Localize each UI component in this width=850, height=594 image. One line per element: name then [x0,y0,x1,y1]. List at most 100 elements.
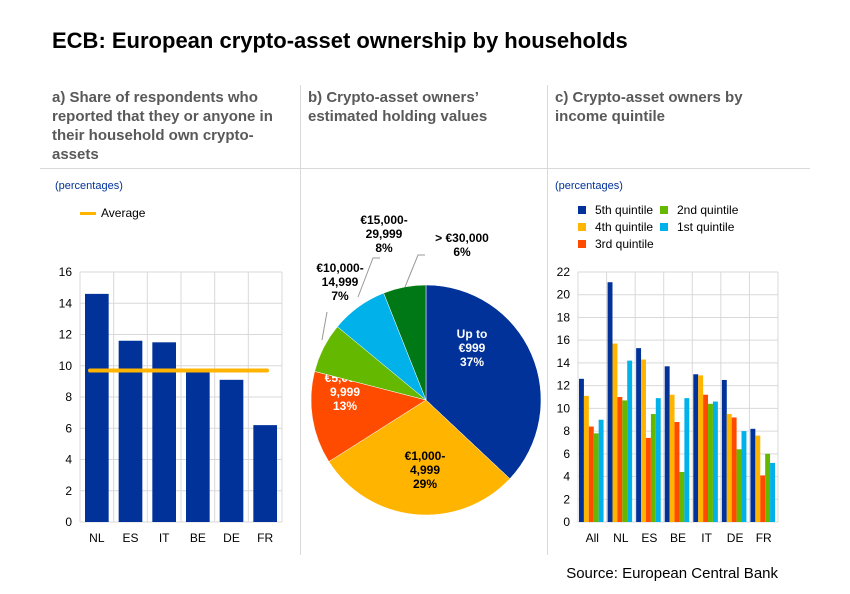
bar-NL-2 [617,397,623,522]
bar-ES [118,340,143,522]
bar-FR-2 [760,475,766,522]
leader-line [357,257,380,298]
pie-slice [310,371,427,462]
bar-BE-1 [669,394,675,522]
y-tick-label: 2 [65,484,72,498]
y-tick-label: 16 [59,265,73,279]
y-tick-label: 6 [65,421,72,435]
pie-slice [383,284,427,401]
pie-label: Up to [457,327,488,341]
bar-FR-3 [765,453,771,522]
leader-line [404,254,425,288]
x-tick-label: IT [159,531,170,545]
leader-line [321,311,328,341]
y-tick-label: 22 [557,265,571,279]
bar-NL-3 [622,400,628,522]
bar-FR [253,425,277,522]
divider [300,85,301,555]
bar-IT [152,342,176,522]
y-tick-label: 12 [59,328,73,342]
bar-DE-3 [736,449,742,522]
y-tick-label: 10 [59,359,73,373]
x-tick-label: IT [701,531,712,545]
bar-All-1 [583,395,589,522]
legend-swatch [578,206,586,214]
pie-slice [425,284,542,480]
pie-label: 6% [453,245,471,259]
bar-All-2 [588,426,594,522]
pie-label: €15,000- [360,213,407,227]
legend-swatch [660,223,668,231]
divider [40,168,810,169]
x-tick-label: NL [89,531,105,545]
bar-IT-1 [698,375,704,522]
panel-a-subtitle: a) Share of respondents who reported tha… [52,89,273,163]
pie-label: 8% [375,241,393,255]
pie-label: 13% [333,399,357,413]
bar-ES-1 [641,359,646,522]
bar-NL-1 [612,343,618,522]
x-tick-label: All [586,531,599,545]
y-tick-label: 20 [557,288,571,302]
x-tick-label: FR [257,531,273,545]
x-tick-label: DE [727,531,744,545]
y-tick-label: 8 [563,424,570,438]
bar-NL-0 [607,282,613,522]
bar-BE-3 [679,472,685,522]
bar-IT-4 [712,401,718,522]
x-tick-label: BE [670,531,686,545]
y-tick-label: 12 [557,379,571,393]
bar-NL-4 [627,360,633,522]
bar-ES-3 [650,414,656,522]
bar-ES-4 [655,398,661,522]
divider [547,85,548,555]
pie-label: €999 [459,341,486,355]
legend-swatch [660,206,668,214]
y-tick-label: 10 [557,401,571,415]
pie-label: 37% [460,355,484,369]
y-tick-label: 4 [65,453,72,467]
pie-slice [328,399,511,516]
legend-label: 5th quintile [595,203,653,217]
legend-label: 1st quintile [677,220,735,234]
pie-label: €10,000- [316,261,363,275]
x-tick-label: DE [223,531,240,545]
y-tick-label: 14 [59,296,73,310]
y-tick-label: 4 [563,470,570,484]
pie-label: 29,999 [366,227,403,241]
y-tick-label: 0 [563,515,570,529]
x-tick-label: BE [190,531,206,545]
bar-All-0 [579,378,584,522]
bar-FR-4 [770,462,775,522]
pie-label: 9,999 [330,385,360,399]
bar-FR-0 [750,428,756,522]
bar-FR-1 [755,435,761,522]
bar-IT-0 [693,374,699,522]
bar-DE-1 [726,414,732,522]
y-tick-label: 8 [65,390,72,404]
bar-BE-0 [664,366,670,522]
pie-label: €1,000- [405,449,446,463]
bar-IT-2 [703,394,709,522]
legend-label: 4th quintile [595,220,653,234]
y-tick-label: 16 [557,333,571,347]
x-tick-label: FR [756,531,772,545]
y-tick-label: 6 [563,447,570,461]
legend-swatch [578,223,586,231]
panel-a-unit: (percentages) [55,180,123,192]
bar-BE-2 [674,422,680,522]
bar-ES-0 [636,348,642,522]
x-tick-label: NL [613,531,629,545]
bar-BE [186,372,210,522]
pie-label: 29% [413,477,437,491]
legend-label: 3rd quintile [595,237,654,251]
pie-label: 4,999 [410,463,440,477]
bar-All-3 [593,433,599,522]
y-tick-label: 18 [557,310,571,324]
panel-c-unit: (percentages) [555,180,623,192]
bar-DE-4 [741,431,747,522]
bar-DE [219,379,244,522]
source-note: Source: European Central Bank [566,565,778,582]
y-tick-label: 14 [557,356,571,370]
